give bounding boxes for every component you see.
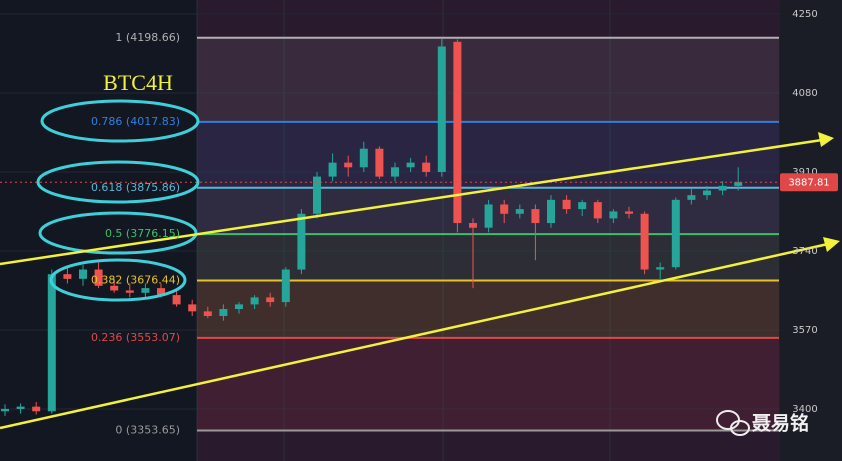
candle-body [734, 182, 743, 186]
candle-body [359, 148, 368, 168]
highlight-ellipse [38, 211, 198, 255]
candle-body [500, 204, 509, 214]
highlight-ellipse [40, 99, 200, 143]
fib-label: 0.382 (3676.44) [91, 273, 180, 286]
y-tick-label: 3400 [792, 404, 817, 415]
candle-body [141, 288, 150, 293]
candle-body [16, 406, 25, 409]
candle-body [453, 41, 462, 224]
candle-body [625, 211, 633, 214]
candle-body [328, 162, 337, 177]
y-tick-label: 4080 [792, 88, 817, 99]
candle-body [375, 148, 384, 177]
price-axis [780, 0, 842, 461]
candle-body [32, 406, 41, 412]
candle-body [718, 185, 727, 191]
candle-body [297, 213, 306, 270]
candle-body [391, 167, 399, 177]
candle-body [63, 274, 72, 279]
fib-band [197, 280, 779, 338]
annotations [0, 99, 840, 430]
candle-body [219, 309, 228, 317]
wechat-icon [716, 410, 740, 430]
candle-body [125, 290, 134, 293]
candle-body [515, 209, 524, 214]
candle-body [531, 209, 540, 224]
highlight-ellipse [49, 258, 187, 302]
candle-body [188, 304, 197, 312]
candle-body [703, 190, 711, 196]
highlight-ellipse [36, 160, 200, 204]
candle-body [79, 269, 87, 279]
candle-body [593, 202, 602, 219]
candle-body [47, 274, 56, 412]
candle-body [157, 288, 165, 296]
y-tick-label: 3570 [792, 325, 817, 336]
candle-body [235, 304, 243, 310]
fib-band [197, 121, 779, 188]
candle-body [281, 269, 290, 303]
candle-body [609, 211, 618, 219]
candle-body [671, 199, 680, 268]
candle-body [406, 162, 415, 168]
candle-body [250, 297, 259, 305]
fib-label: 0.786 (4017.83) [91, 115, 180, 128]
trendline [0, 138, 823, 266]
fib-label: 0.236 (3553.07) [91, 331, 180, 344]
candle-body [578, 202, 587, 210]
fib-label: 0 (3353.65) [115, 423, 180, 436]
candle-body [1, 408, 9, 412]
candle-body [656, 267, 665, 270]
candle-body [437, 46, 446, 172]
candle-body [313, 176, 321, 214]
last-price-label: 3887.81 [788, 177, 829, 188]
fib-label: 1 (4198.66) [115, 31, 180, 44]
candle-body [640, 213, 649, 270]
candle-body [344, 162, 353, 168]
y-tick-label: 4250 [792, 9, 817, 20]
y-tick-label: 3910 [792, 167, 817, 178]
fib-band [197, 234, 779, 281]
watermark: 聂易铭 [716, 410, 809, 436]
plot [0, 0, 780, 461]
candle-body [469, 223, 477, 228]
arrow-head [818, 132, 834, 147]
fib-label: 0.618 (3875.86) [91, 181, 180, 194]
wechat-icon [730, 420, 750, 436]
candle-body [266, 297, 275, 303]
y-tick-label: 3740 [792, 246, 817, 257]
candle-body [562, 199, 571, 210]
candle-body [172, 295, 181, 305]
last-price-box [780, 173, 838, 192]
candle-body [94, 269, 103, 286]
candle-body [547, 199, 555, 224]
fib-label: 0.5 (3776.15) [105, 227, 180, 240]
candle-body [422, 162, 431, 172]
candle-body [110, 285, 119, 291]
fib-band [197, 37, 779, 122]
trendline [0, 242, 829, 430]
fib-band [197, 337, 779, 431]
candle-body [203, 311, 212, 317]
candle-body [484, 204, 493, 228]
arrow-head [823, 237, 840, 252]
watermark-text: 聂易铭 [751, 412, 809, 435]
candle-body [687, 195, 696, 200]
chart-title: BTC4H [103, 70, 173, 95]
